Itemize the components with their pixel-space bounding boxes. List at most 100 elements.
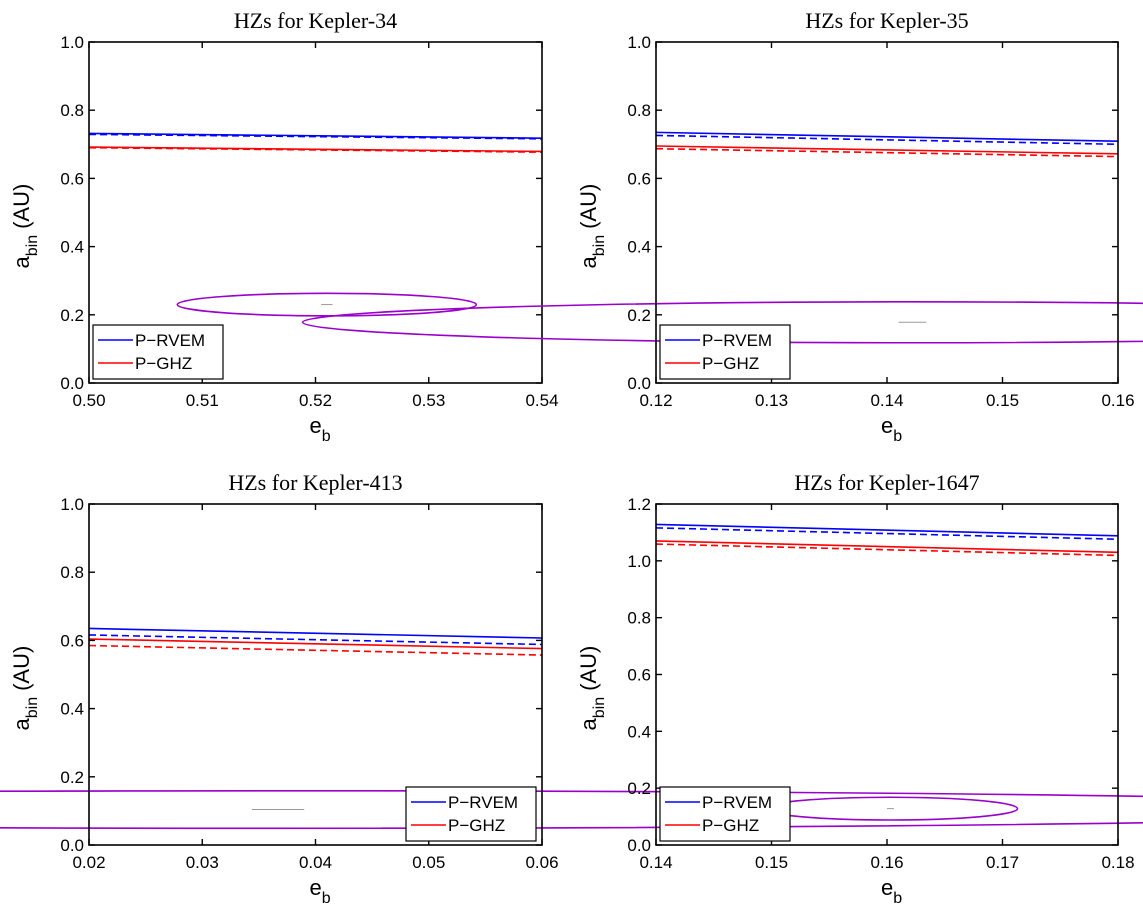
y-tick-label: 0.4 [60, 700, 84, 719]
legend: P−RVEM P−GHZ [659, 786, 791, 842]
legend-box [659, 324, 791, 380]
y-tick-label: 0.8 [60, 563, 84, 582]
y-axis-label-unit: (AU) [576, 646, 601, 691]
y-tick-label: 0.4 [60, 238, 84, 257]
y-axis-label: abin (AU) [9, 184, 41, 269]
legend-label: P−RVEM [702, 331, 772, 350]
x-tick-label: 0.50 [72, 391, 105, 410]
x-axis-label-subscript: b [893, 890, 902, 907]
x-tick-label: 0.13 [755, 391, 788, 410]
x-axis-label: eb [310, 875, 331, 907]
legend-label: P−RVEM [448, 793, 518, 812]
series-line [88, 627, 543, 639]
y-tick-label: 0.0 [60, 836, 84, 855]
legend: P−RVEM P−GHZ [92, 324, 224, 380]
y-axis-label-unit: (AU) [9, 184, 34, 229]
chart-panel: HZs for Kepler-34 0.50 0.51 0.52 0.53 0.54 0.0… [9, 8, 559, 445]
y-axis-label-main: a [576, 718, 601, 731]
y-tick-label: 0.2 [60, 768, 84, 787]
y-axis-label-main: a [576, 256, 601, 269]
y-tick-label: 1.2 [627, 495, 651, 514]
series-line [88, 644, 543, 656]
y-axis-label-unit: (AU) [9, 646, 34, 691]
x-axis-label-subscript: b [322, 890, 331, 907]
series-line [88, 638, 543, 650]
x-axis-label: eb [881, 413, 902, 445]
series-line [655, 147, 1119, 158]
legend-label: P−GHZ [702, 816, 759, 835]
y-tick-label: 0.6 [627, 666, 651, 685]
legend-label: P−GHZ [135, 354, 192, 373]
x-tick-label: 0.54 [525, 391, 558, 410]
series-line [88, 133, 543, 140]
x-tick-label: 0.05 [412, 853, 445, 872]
x-tick-label: 0.53 [412, 391, 445, 410]
y-tick-label: 0.8 [627, 609, 651, 628]
y-tick-label: 0.4 [627, 722, 651, 741]
binary-orbit-ellipse [0, 789, 1143, 830]
y-tick-label: 0.2 [627, 779, 651, 798]
y-axis-label-main: a [9, 256, 34, 269]
y-axis-label-subscript: bin [591, 235, 608, 256]
y-tick-label: 0.0 [60, 374, 84, 393]
y-axis-label-main: a [9, 718, 34, 731]
y-tick-label: 0.8 [627, 101, 651, 120]
x-tick-label: 0.12 [639, 391, 672, 410]
y-tick-label: 0.6 [627, 169, 651, 188]
x-tick-label: 0.15 [755, 853, 788, 872]
chart-panel: HZs for Kepler-1647 0.14 0.15 0.16 0.17 0.18 0… [576, 470, 1135, 907]
x-axis-label: eb [310, 413, 331, 445]
y-axis-label: abin (AU) [9, 646, 41, 731]
legend: P−RVEM P−GHZ [405, 786, 537, 842]
y-tick-label: 0.0 [627, 836, 651, 855]
legend-label: P−RVEM [702, 793, 772, 812]
x-axis-label-main: e [881, 413, 893, 438]
chart-title: HZs for Kepler-413 [228, 470, 402, 495]
chart-title: HZs for Kepler-35 [805, 8, 968, 33]
series-line [655, 540, 1119, 554]
x-tick-label: 0.18 [1101, 853, 1134, 872]
y-axis-label-subscript: bin [591, 697, 608, 718]
x-tick-label: 0.52 [299, 391, 332, 410]
legend: P−RVEM P−GHZ [659, 324, 791, 380]
binary-orbit-ellipse [176, 292, 478, 317]
x-axis-label-main: e [310, 413, 322, 438]
chart-panel: HZs for Kepler-413 0.02 0.03 0.04 0.05 0.06 0.… [0, 470, 1143, 907]
legend-box [659, 786, 791, 842]
chart-title: HZs for Kepler-1647 [794, 470, 979, 495]
y-axis-label-subscript: bin [24, 235, 41, 256]
y-tick-label: 0.0 [627, 374, 651, 393]
legend-label: P−GHZ [702, 354, 759, 373]
legend-box [405, 786, 537, 842]
chart-panel: HZs for Kepler-35 0.12 0.13 0.14 0.15 0.16 0.0… [301, 8, 1143, 445]
x-tick-label: 0.17 [986, 853, 1019, 872]
legend-label: P−RVEM [135, 331, 205, 350]
series-line [655, 523, 1119, 537]
series-line [655, 543, 1119, 557]
y-tick-label: 1.0 [60, 33, 84, 52]
y-axis-label: abin (AU) [576, 184, 608, 269]
x-tick-label: 0.14 [639, 853, 672, 872]
x-axis-label-subscript: b [893, 428, 902, 445]
x-axis-label: eb [881, 875, 902, 907]
legend-label: P−GHZ [448, 816, 505, 835]
y-tick-label: 0.2 [627, 306, 651, 325]
series-line [655, 527, 1119, 541]
y-tick-label: 0.4 [627, 238, 651, 257]
x-axis-label-main: e [881, 875, 893, 900]
x-tick-label: 0.06 [525, 853, 558, 872]
y-tick-label: 0.8 [60, 101, 84, 120]
series-line [88, 634, 543, 646]
y-tick-label: 1.0 [627, 552, 651, 571]
y-axis-label-subscript: bin [24, 697, 41, 718]
y-tick-label: 1.0 [627, 33, 651, 52]
y-tick-label: 0.6 [60, 169, 84, 188]
y-tick-label: 0.2 [60, 306, 84, 325]
x-tick-label: 0.16 [870, 853, 903, 872]
x-tick-label: 0.16 [1101, 391, 1134, 410]
series-line [88, 146, 543, 153]
x-tick-label: 0.14 [870, 391, 903, 410]
series-line [655, 134, 1119, 146]
y-axis-label: abin (AU) [576, 646, 608, 731]
